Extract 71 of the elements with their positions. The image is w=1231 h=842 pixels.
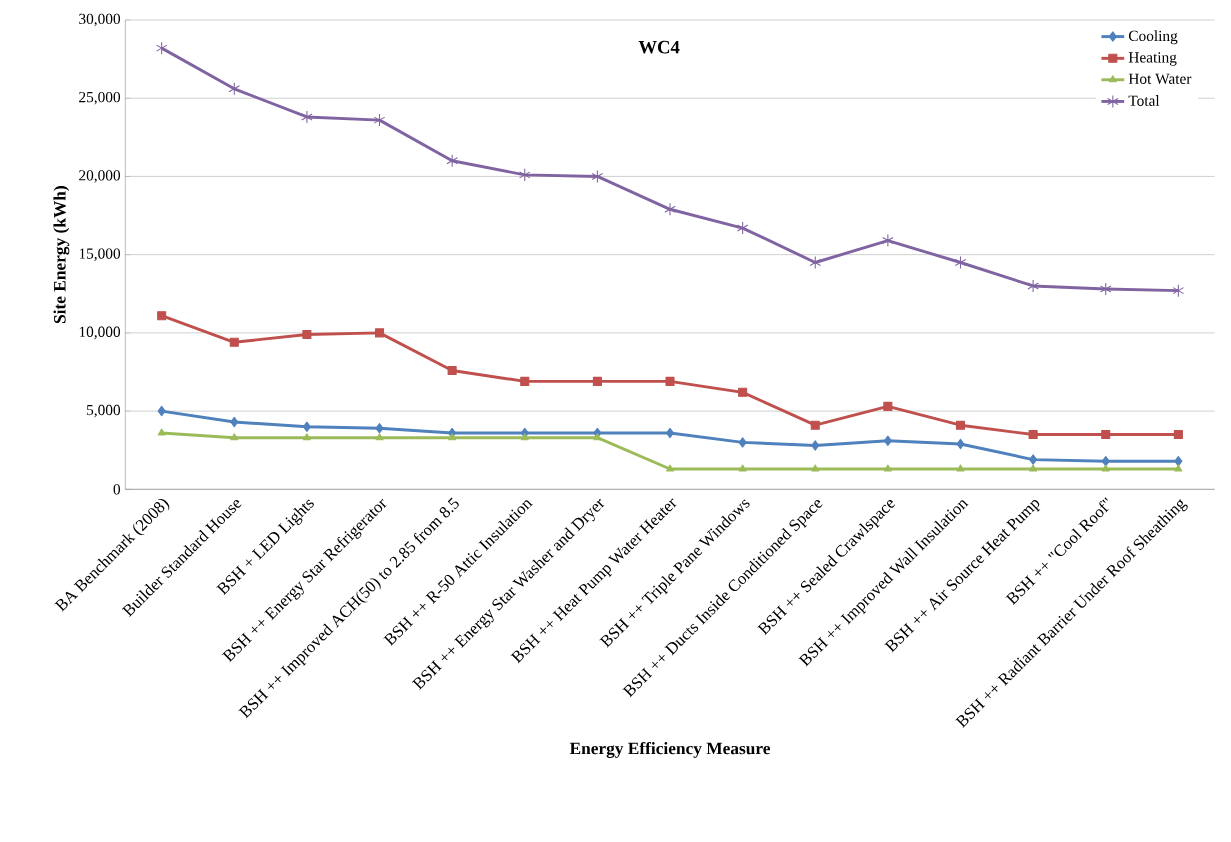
- point: [1029, 454, 1038, 465]
- point: [446, 154, 458, 168]
- point: [1174, 464, 1183, 472]
- legend-label: Heating: [1128, 52, 1177, 66]
- point: [665, 427, 675, 439]
- point: [883, 401, 893, 411]
- x-axis-title: Energy Efficiency Measure: [569, 741, 771, 758]
- point: [664, 202, 676, 216]
- point: [954, 255, 967, 270]
- point: [302, 421, 311, 432]
- point: [666, 464, 675, 472]
- point: [955, 420, 966, 430]
- point: [1101, 430, 1111, 440]
- point: [229, 337, 239, 347]
- point: [811, 464, 820, 472]
- text: WC4: [638, 40, 680, 54]
- point: [373, 113, 386, 127]
- legend-label: Cooling: [1128, 30, 1178, 45]
- y-tick-label: 15,000: [79, 248, 121, 261]
- y-tick-label: 20,000: [79, 170, 121, 183]
- point: [448, 433, 457, 441]
- y-tick-label: 10,000: [79, 326, 121, 340]
- point: [1174, 455, 1183, 467]
- y-tick-label: 0: [113, 484, 121, 495]
- point: [1027, 279, 1039, 293]
- point: [592, 376, 602, 386]
- point: [157, 405, 166, 417]
- y-tick-label: 30,000: [79, 13, 121, 27]
- point: [956, 464, 965, 472]
- y-axis-title: Site Energy (kWh): [53, 186, 70, 324]
- point: [738, 387, 748, 397]
- point: [302, 329, 312, 339]
- point: [736, 221, 749, 235]
- point: [665, 376, 675, 386]
- point: [883, 435, 892, 447]
- point: [1100, 282, 1112, 296]
- point: [302, 433, 311, 441]
- point: [811, 440, 820, 451]
- point: [1028, 430, 1038, 440]
- point: [230, 433, 239, 441]
- legend-label: Total: [1128, 95, 1160, 106]
- point: [157, 311, 167, 321]
- point: [230, 416, 239, 428]
- point: [375, 423, 384, 434]
- point: [810, 420, 820, 430]
- point: [520, 376, 530, 386]
- point: [228, 82, 241, 96]
- point: [520, 433, 529, 441]
- point: [956, 438, 965, 450]
- point: [738, 464, 747, 472]
- point: [447, 365, 457, 375]
- point: [155, 41, 168, 55]
- point: [157, 428, 166, 436]
- point: [374, 328, 385, 338]
- point: [375, 433, 384, 441]
- point: [1029, 464, 1038, 472]
- point: [882, 234, 894, 248]
- legend-label: Hot Water: [1128, 73, 1192, 85]
- point: [1101, 455, 1110, 467]
- point: [1173, 430, 1183, 440]
- point: [1172, 284, 1185, 298]
- point: [738, 437, 747, 448]
- point: [883, 464, 892, 472]
- point: [593, 433, 602, 441]
- point: [301, 110, 313, 124]
- point: [519, 168, 531, 182]
- point: [809, 255, 821, 270]
- point: [591, 169, 604, 183]
- point: [1101, 464, 1110, 472]
- y-tick-label: 25,000: [79, 91, 121, 105]
- y-tick-label: 5,000: [87, 404, 121, 418]
